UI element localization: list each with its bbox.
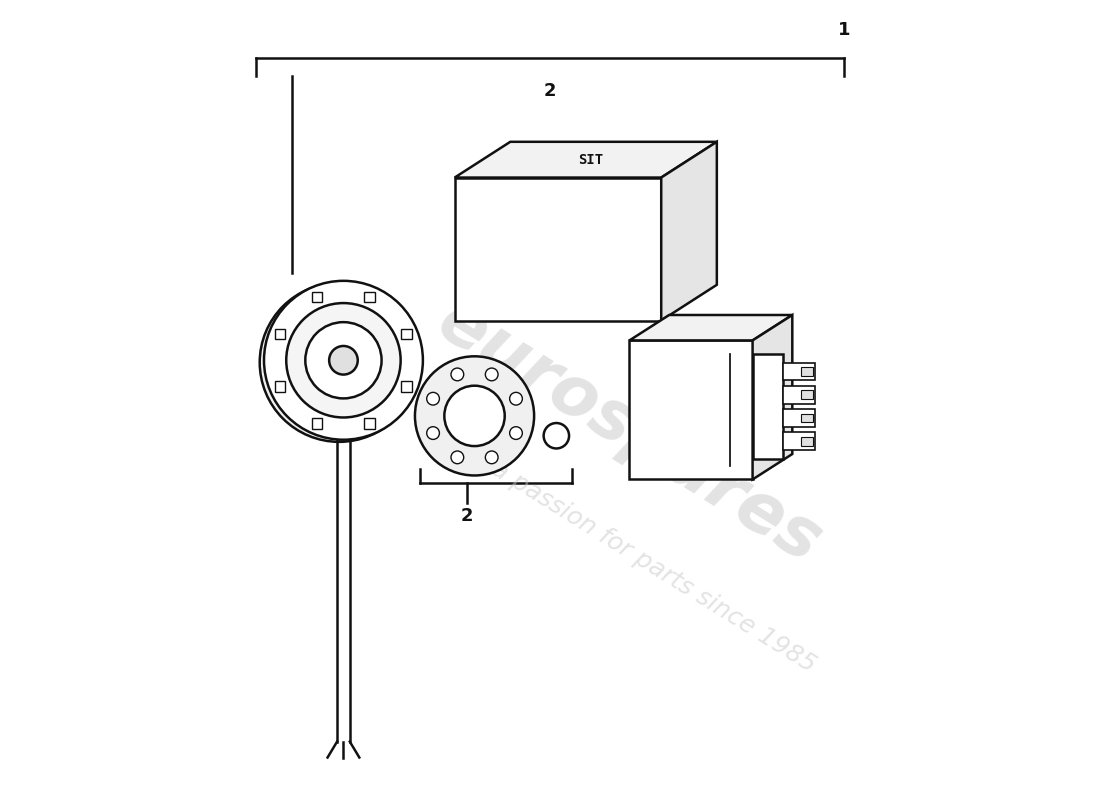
Polygon shape: [312, 292, 322, 302]
Circle shape: [444, 386, 505, 446]
Text: a passion for parts since 1985: a passion for parts since 1985: [486, 457, 820, 677]
Circle shape: [306, 322, 382, 398]
Circle shape: [509, 426, 522, 439]
Circle shape: [415, 356, 535, 475]
Polygon shape: [783, 433, 814, 450]
Text: 2: 2: [460, 507, 473, 526]
Circle shape: [286, 303, 400, 418]
Polygon shape: [629, 341, 752, 479]
Circle shape: [329, 346, 358, 374]
Polygon shape: [275, 382, 286, 391]
Circle shape: [260, 283, 419, 442]
Polygon shape: [364, 292, 375, 302]
Polygon shape: [752, 315, 792, 479]
Polygon shape: [802, 437, 813, 446]
Circle shape: [451, 368, 464, 381]
Polygon shape: [402, 329, 411, 339]
Polygon shape: [661, 142, 717, 321]
Polygon shape: [783, 386, 814, 404]
Polygon shape: [783, 410, 814, 426]
Polygon shape: [802, 414, 813, 422]
Circle shape: [427, 392, 439, 405]
Polygon shape: [629, 315, 792, 341]
Polygon shape: [802, 367, 813, 376]
Polygon shape: [402, 382, 411, 391]
Polygon shape: [364, 418, 375, 429]
Polygon shape: [454, 142, 717, 178]
Polygon shape: [802, 390, 813, 399]
Polygon shape: [312, 418, 322, 429]
Polygon shape: [752, 354, 783, 458]
Text: eurospares: eurospares: [426, 287, 834, 577]
Text: 2: 2: [543, 82, 557, 100]
Circle shape: [427, 426, 439, 439]
Text: SIT: SIT: [578, 153, 603, 166]
Polygon shape: [275, 329, 286, 339]
Circle shape: [451, 451, 464, 464]
Polygon shape: [454, 178, 661, 321]
Circle shape: [264, 281, 422, 440]
Polygon shape: [783, 363, 814, 381]
Text: 1: 1: [838, 21, 850, 38]
Circle shape: [509, 392, 522, 405]
Circle shape: [485, 451, 498, 464]
Circle shape: [543, 423, 569, 449]
Circle shape: [485, 368, 498, 381]
